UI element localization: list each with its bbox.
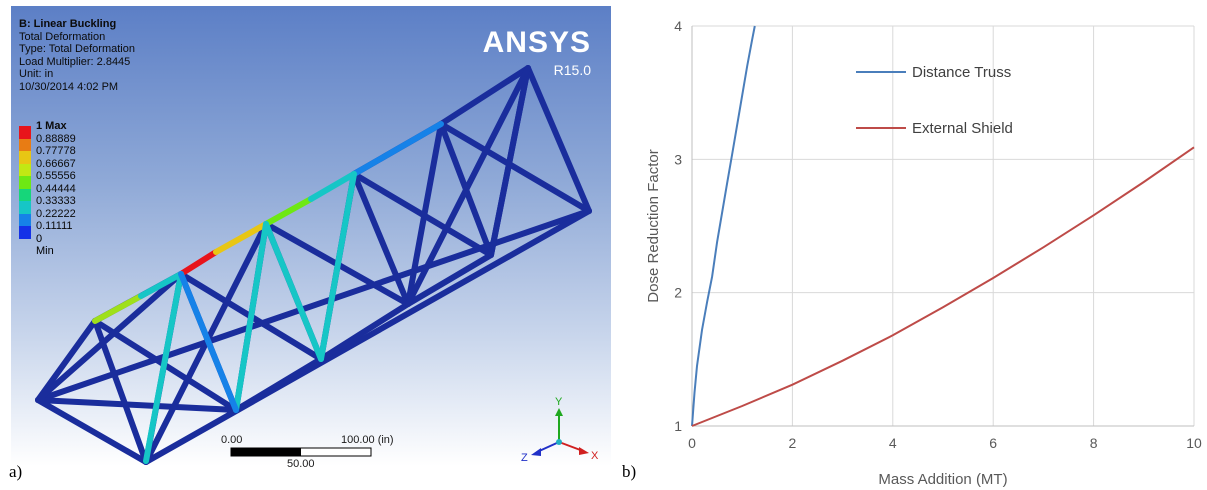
legend-value-label: 0.22222 [36,207,76,220]
legend-value-label: 0.55556 [36,170,76,182]
result-info: B: Linear Buckling Total Deformation Typ… [19,18,135,93]
panel-b-label: b) [622,462,637,481]
scale-bar-right-label: 100.00 (in) [341,434,394,446]
legend-value-label: 0.66667 [36,157,76,170]
series-line [691,146,1195,427]
y-tick-label: 3 [674,151,682,167]
info-line: Unit: in [19,68,54,80]
y-tick-label: 1 [674,418,682,434]
ansys-version: R15.0 [553,62,591,78]
ansys-viewport: B: Linear Buckling Total Deformation Typ… [11,6,611,470]
legend-entry: External Shield [912,120,1013,137]
triad-x-label: X [591,450,599,462]
legend-swatch [19,201,31,214]
info-line: Total Deformation [19,30,106,43]
legend-value-label: 0.88889 [36,132,76,145]
legend-swatch [19,163,31,176]
x-tick-label: 2 [789,435,797,451]
x-tick-label: 0 [688,435,696,451]
scale-bar-left-label: 0.00 [221,434,243,446]
y-tick-label: 4 [674,18,682,34]
x-tick-label: 6 [989,435,997,451]
y-tick-label: 2 [674,285,682,301]
legend-swatch [19,151,31,164]
ansys-logo: ANSYS [482,26,591,59]
info-line: Type: Total Deformation [19,43,135,55]
triad-z-label: Z [521,452,528,464]
panel-a-ansys-view: B: Linear Buckling Total Deformation Typ… [9,6,611,481]
truss-model [35,65,592,465]
y-axis-title: Dose Reduction Factor [645,149,662,302]
series-line [691,25,756,427]
legend-swatch [19,126,31,139]
legend-value-label: 0.44444 [36,182,76,195]
info-line: Load Multiplier: 2.8445 [19,55,131,68]
x-tick-label: 8 [1090,435,1098,451]
triad-y-label: Y [555,396,563,408]
legend-swatch [19,138,31,151]
x-tick-label: 10 [1186,435,1202,451]
legend-value-label: 0.77778 [36,145,76,157]
x-axis-title: Mass Addition (MT) [878,471,1007,488]
analysis-title: B: Linear Buckling [19,18,117,30]
panel-a-label: a) [9,462,23,481]
legend-swatch [19,213,31,226]
info-line: 10/30/2014 4:02 PM [19,80,119,93]
legend-swatch [19,226,31,239]
x-tick-label: 4 [889,435,897,451]
legend-value-label: 0.33333 [36,195,76,207]
legend-entry: Distance Truss [912,64,1011,81]
legend-swatch [19,188,31,201]
panel-b-chart: 0 2 4 6 8 10 1 2 3 4 Distance Truss External Shiel… [612,0,1207,490]
scale-bar-mid-label: 50.00 [287,458,315,470]
axis-triad-icon [531,408,589,456]
legend-value-label: 0 Min [36,232,54,257]
legend-value-label: 1 Max [36,120,67,132]
legend-value-label: 0.11111 [36,220,73,232]
legend-swatch [19,176,31,189]
